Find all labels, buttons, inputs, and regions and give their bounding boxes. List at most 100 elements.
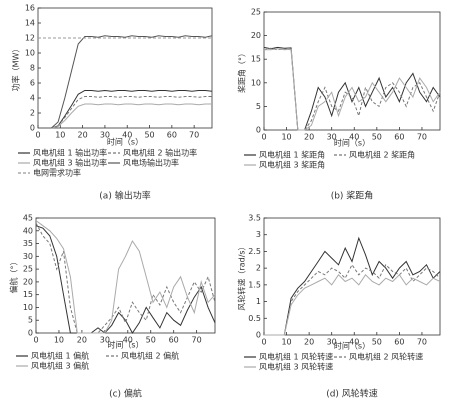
caption: (c) 偏航	[109, 388, 142, 400]
x-tick-label: 20	[78, 131, 88, 140]
x-tick-label: 60	[167, 131, 177, 140]
y-tick-label: 1	[256, 297, 261, 306]
x-axis-label: 时间（s）	[107, 340, 143, 350]
plot-frame	[37, 7, 213, 129]
y-tick-label: 3.5	[248, 214, 261, 223]
legend-label: 风电机组 1 偏航	[31, 351, 89, 361]
x-tick-label: 30	[100, 131, 110, 140]
series-line	[38, 96, 212, 129]
x-tick-label: 50	[146, 336, 156, 345]
legend-label: 风电场输出功率	[123, 158, 179, 168]
y-tick-label: 40	[23, 226, 33, 235]
y-tick-label: 0	[28, 329, 33, 338]
y-tick-label: 0	[256, 331, 261, 340]
y-axis-label: 桨距角（°）	[237, 49, 247, 93]
plot-frame	[263, 217, 441, 336]
x-tick-label: 10	[55, 131, 65, 140]
caption: (b) 桨距角	[331, 190, 374, 202]
y-tick-label: 5	[28, 316, 33, 325]
y-tick-label: 20	[23, 277, 33, 286]
y-tick-label: 14	[25, 19, 35, 28]
y-tick-label: 2.5	[248, 247, 261, 256]
y-tick-label: 16	[25, 4, 35, 13]
y-axis-label: 功率（MW）	[11, 45, 21, 92]
x-tick-label: 60	[394, 338, 404, 347]
x-axis-label: 时间（s）	[107, 137, 143, 147]
plot-frame	[263, 11, 441, 131]
legend-label: 风电机组 2 输出功率	[123, 148, 197, 158]
x-tick-label: 60	[394, 133, 404, 142]
legend-label: 风电机组 2 风轮转速	[349, 352, 423, 362]
y-tick-label: 25	[23, 265, 33, 274]
y-tick-label: 2	[30, 109, 35, 118]
series-line	[38, 103, 212, 129]
x-tick-label: 20	[304, 133, 314, 142]
legend-label: 风电机组 2 偏航	[121, 351, 179, 361]
y-tick-label: 8	[30, 64, 35, 73]
legend-label: 风电机组 2 桨距角	[349, 150, 415, 160]
y-tick-label: 10	[25, 49, 35, 58]
y-tick-label: 30	[23, 252, 33, 261]
y-tick-label: 6	[30, 79, 35, 88]
series-line	[38, 89, 213, 129]
x-tick-label: 40	[349, 133, 359, 142]
caption: (a) 输出功率	[99, 190, 150, 202]
y-tick-label: 0.5	[248, 314, 261, 323]
y-axis-label: 风轮转速（rad/s）	[237, 242, 247, 310]
x-axis-label: 时间（s）	[334, 138, 370, 148]
y-tick-label: 4	[30, 94, 35, 103]
series-line	[35, 222, 216, 334]
legend-label: 风电机组 1 桨距角	[259, 150, 325, 160]
x-tick-label: 50	[144, 131, 154, 140]
x-tick-label: 0	[35, 131, 40, 140]
y-axis-label: 偏航（°）	[9, 258, 19, 294]
y-tick-label: 10	[251, 78, 261, 87]
y-tick-label: 35	[23, 239, 33, 248]
x-tick-label: 50	[372, 133, 382, 142]
y-tick-label: 25	[251, 8, 261, 17]
y-tick-label: 0	[30, 124, 35, 133]
legend-label: 风电机组 3 桨距角	[259, 160, 325, 170]
x-tick-label: 10	[281, 338, 291, 347]
x-tick-label: 70	[417, 133, 427, 142]
legend-label: 电网需求功率	[33, 168, 81, 178]
legend-label: 风电机组 1 风轮转速	[259, 352, 333, 362]
series-line	[38, 35, 213, 129]
series-line	[264, 274, 441, 336]
x-tick-label: 10	[281, 133, 291, 142]
series-line	[263, 47, 441, 131]
x-axis-label: 时间（s）	[334, 341, 370, 351]
series-line	[35, 225, 216, 334]
x-tick-label: 70	[192, 336, 202, 345]
x-tick-label: 30	[327, 133, 337, 142]
x-tick-label: 40	[123, 336, 133, 345]
series-line	[264, 48, 441, 131]
x-tick-label: 0	[261, 338, 266, 347]
y-tick-label: 3	[256, 230, 261, 239]
x-tick-label: 30	[327, 338, 337, 347]
y-tick-label: 15	[23, 290, 33, 299]
x-tick-label: 20	[77, 336, 87, 345]
legend-label: 风电机组 3 输出功率	[33, 158, 107, 168]
caption: (d) 风轮转速	[326, 388, 378, 400]
y-tick-label: 15	[251, 55, 261, 64]
y-tick-label: 12	[25, 34, 35, 43]
x-tick-label: 30	[100, 336, 110, 345]
x-tick-label: 70	[189, 131, 199, 140]
series-line	[263, 46, 441, 131]
series-line	[35, 220, 216, 334]
x-tick-label: 70	[417, 338, 427, 347]
plot-frame	[35, 217, 216, 334]
legend-label: 风电机组 1 输出功率	[33, 148, 107, 158]
x-tick-label: 0	[33, 336, 38, 345]
y-tick-label: 0	[256, 126, 261, 135]
x-tick-label: 40	[349, 338, 359, 347]
legend-label: 风电机组 3 偏航	[31, 361, 89, 371]
series-line	[264, 236, 441, 336]
y-tick-label: 5	[256, 102, 261, 111]
y-tick-label: 20	[251, 31, 261, 40]
legend-label: 风电机组 3 风轮转速	[259, 362, 333, 372]
y-tick-label: 1.5	[248, 280, 261, 289]
x-tick-label: 50	[372, 338, 382, 347]
